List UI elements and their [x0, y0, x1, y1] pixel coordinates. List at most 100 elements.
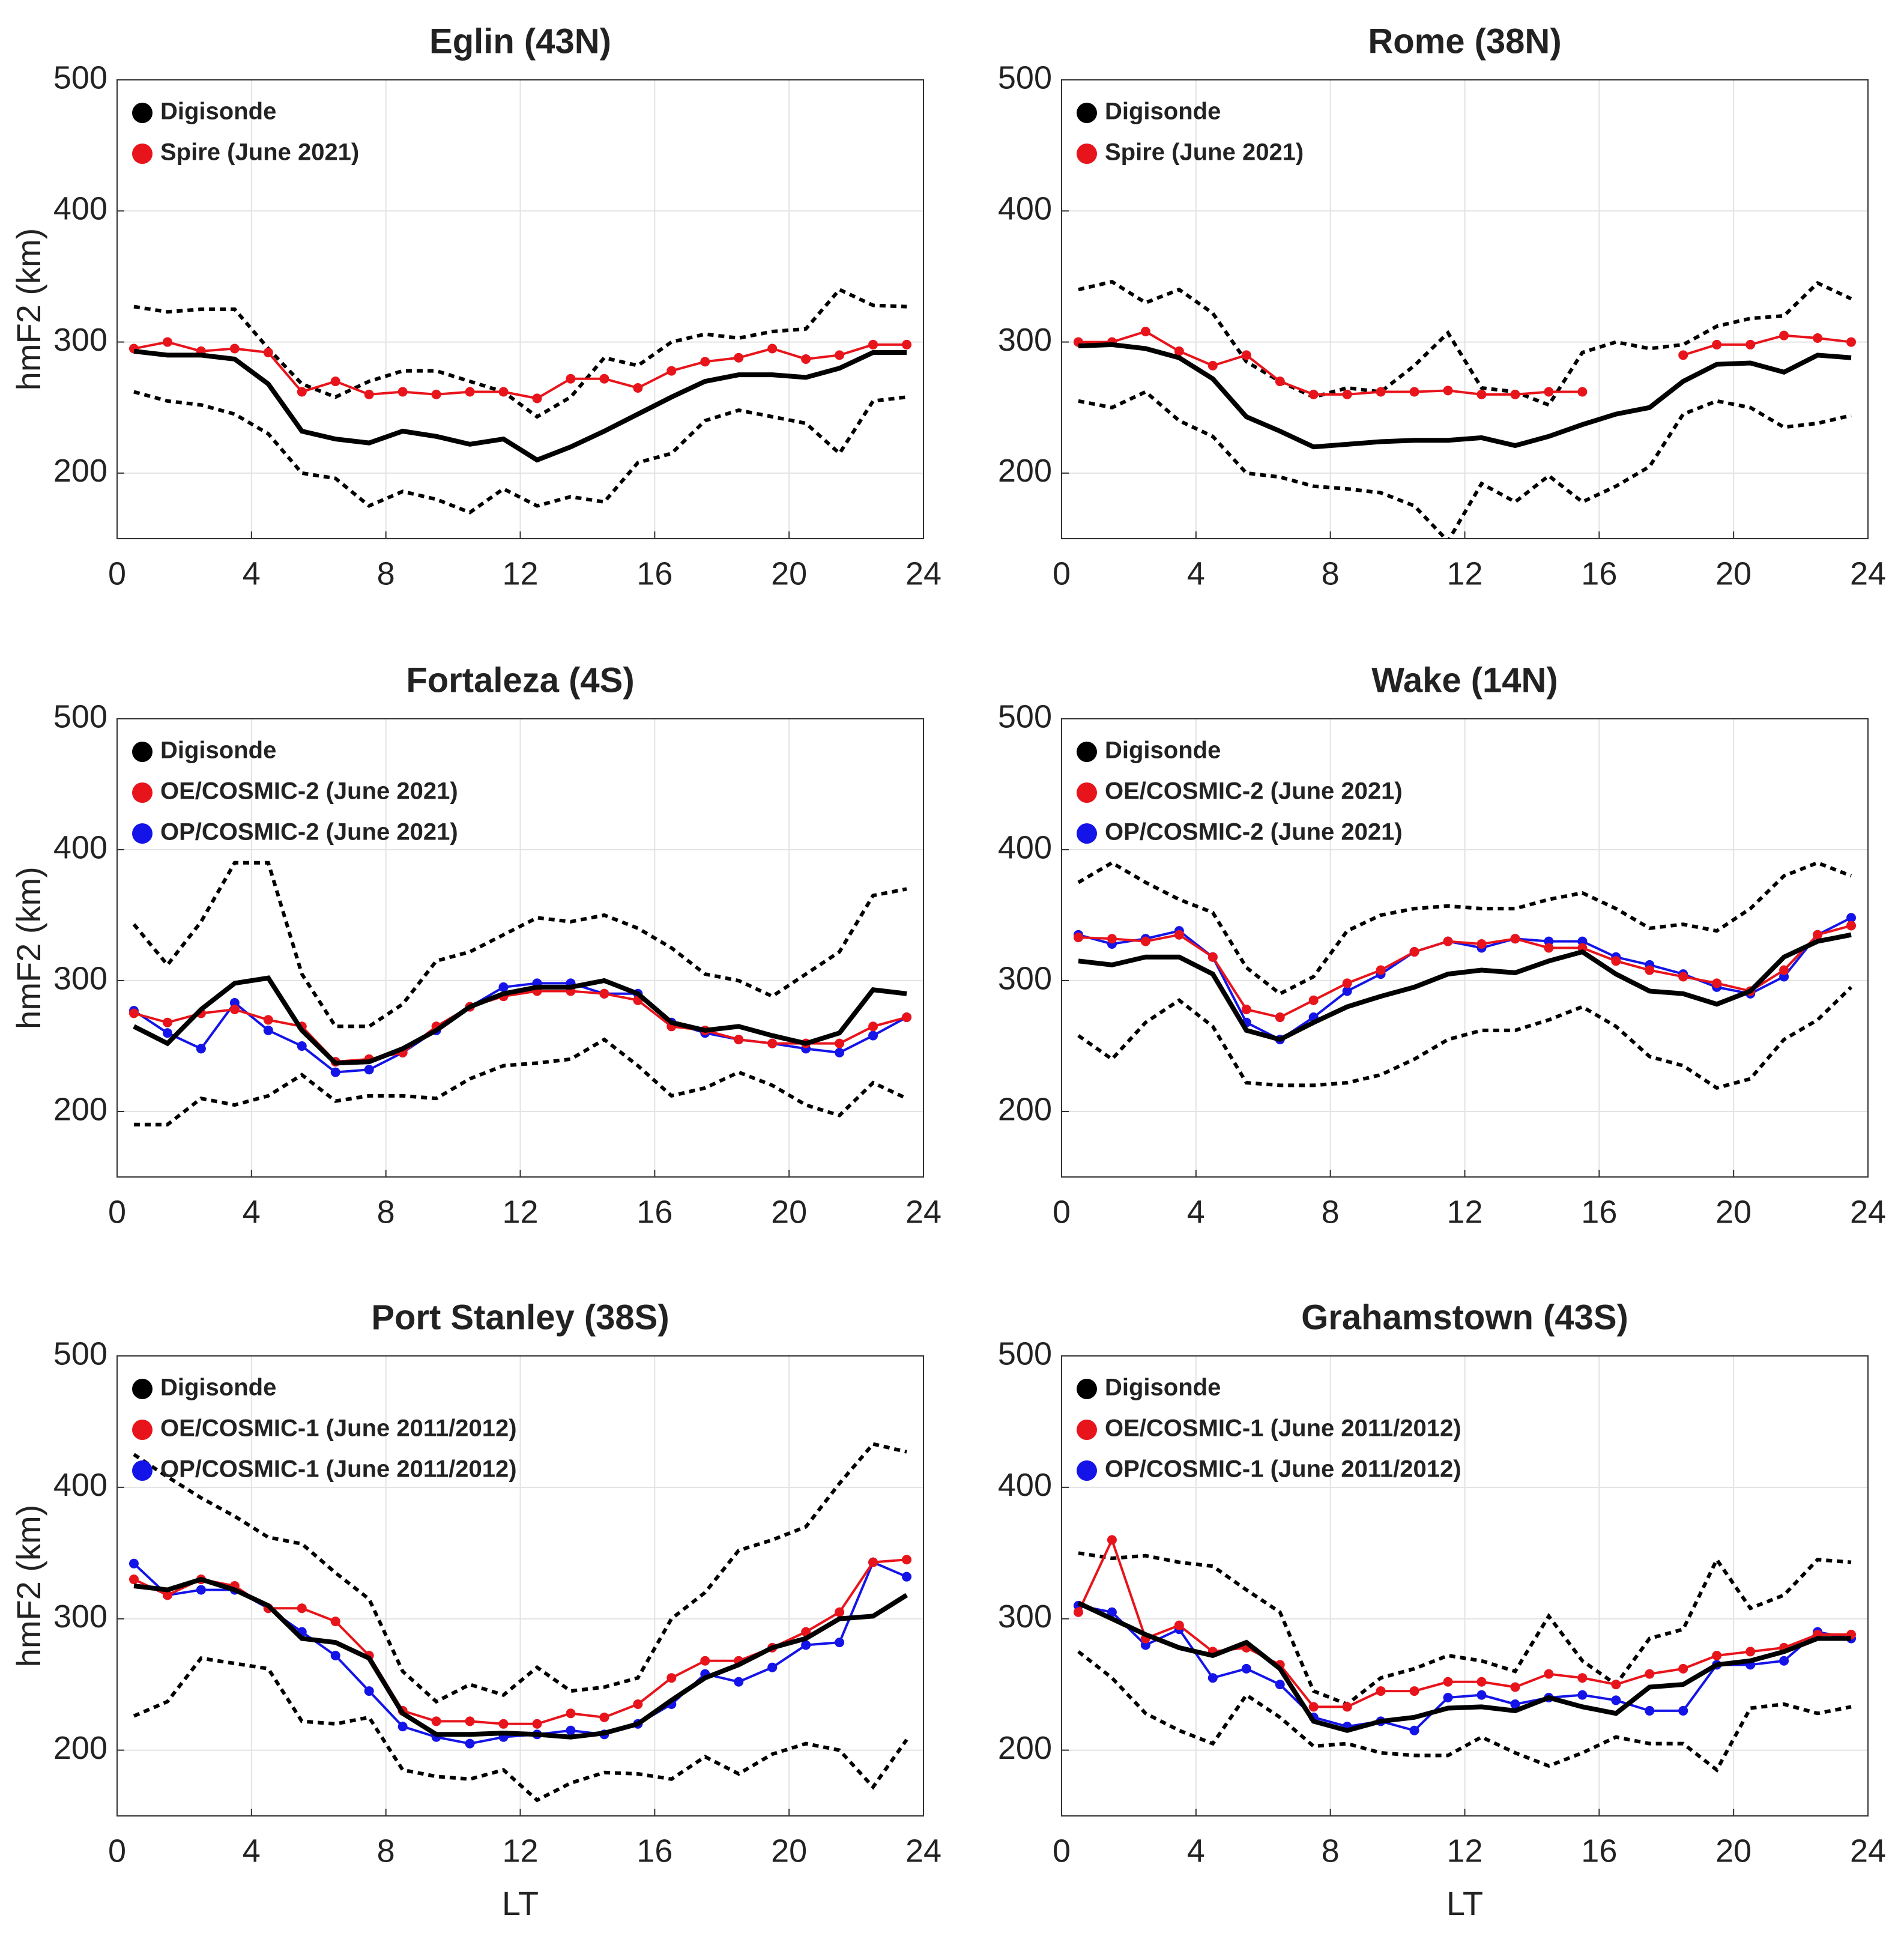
point — [1207, 360, 1218, 371]
y-tick-label: 300 — [998, 322, 1052, 358]
point — [1611, 1695, 1621, 1705]
point — [734, 1677, 744, 1687]
series-line — [133, 1576, 908, 1740]
x-tick-label: 4 — [243, 555, 261, 591]
x-tick-label: 24 — [1850, 1194, 1886, 1230]
point — [700, 357, 710, 367]
x-tick-label: 24 — [905, 1833, 941, 1869]
point — [297, 387, 307, 397]
point — [1174, 1620, 1184, 1630]
series-line — [1078, 342, 1852, 450]
y-tick-label: 300 — [53, 960, 107, 996]
point — [162, 1017, 172, 1027]
bound-line — [133, 1442, 907, 1704]
panel: 0 4 8 12 16 20 24 200 300 400 500 Fortaleza (4S) hmF… — [10, 661, 941, 1230]
point — [1611, 1680, 1621, 1690]
panel: 0 4 8 12 16 20 24 200 300 400 500 Rome (38N) Digison… — [998, 22, 1886, 591]
point — [1308, 995, 1319, 1005]
x-tick-label: 16 — [636, 555, 672, 591]
point — [1779, 1656, 1789, 1666]
point — [330, 1067, 340, 1077]
legend-marker — [1077, 144, 1097, 164]
legend-marker — [1077, 782, 1097, 803]
legend-marker — [1077, 1420, 1097, 1440]
point — [1073, 1607, 1083, 1617]
point — [1342, 978, 1352, 988]
point — [1140, 327, 1150, 337]
panel: 0 4 8 12 16 20 24 200 300 400 500 Port Stanley (38S… — [10, 1298, 941, 1922]
series-line — [133, 975, 907, 1066]
plot-frame — [116, 718, 924, 1178]
point — [566, 374, 576, 384]
legend-label: OE/COSMIC-2 (June 2021) — [160, 778, 458, 805]
point — [902, 1012, 912, 1023]
point — [1308, 389, 1319, 399]
x-tick-label: 16 — [1581, 1194, 1617, 1230]
x-tick-label: 4 — [243, 1833, 261, 1869]
point — [599, 374, 609, 384]
point — [431, 1716, 441, 1726]
x-axis-label: LT — [502, 1884, 539, 1922]
series-line — [133, 340, 907, 400]
point — [1745, 1647, 1756, 1657]
panel: 0 4 8 12 16 20 24 200 300 400 500 Grahamstown (43S)… — [998, 1298, 1886, 1922]
point — [1779, 965, 1789, 975]
plot-content — [1073, 279, 1857, 539]
x-tick-label: 24 — [1850, 555, 1886, 591]
point — [1813, 333, 1823, 343]
point — [1645, 965, 1655, 975]
bound-line — [1077, 985, 1853, 1091]
x-tick-label: 0 — [108, 1194, 126, 1230]
point — [868, 339, 878, 349]
x-tick-label: 4 — [1187, 1833, 1205, 1869]
point — [465, 387, 475, 397]
point — [128, 1575, 139, 1585]
point — [128, 1558, 139, 1568]
legend-marker — [1077, 823, 1097, 844]
bound-line — [1078, 389, 1852, 539]
y-tick-label: 500 — [53, 1336, 107, 1372]
point — [263, 1025, 273, 1035]
legend-label: OP/COSMIC-2 (June 2021) — [160, 819, 458, 845]
point — [1745, 339, 1756, 349]
legend-label: Digisonde — [160, 737, 276, 764]
point — [297, 1041, 307, 1051]
point — [1476, 1690, 1487, 1700]
point — [1174, 346, 1184, 356]
y-tick-label: 200 — [53, 1730, 107, 1766]
plot-content — [1073, 861, 1857, 1091]
legend-label: OP/COSMIC-1 (June 2011/2012) — [160, 1456, 517, 1483]
x-tick-label: 4 — [1187, 1194, 1205, 1230]
legend-marker — [132, 1420, 153, 1440]
point — [633, 1699, 643, 1709]
plot-content — [128, 287, 912, 515]
bound-line — [133, 287, 907, 419]
bound-line — [1077, 861, 1852, 996]
x-tick-label: 12 — [502, 1194, 538, 1230]
point — [1544, 943, 1554, 953]
series-line — [133, 990, 907, 1063]
point — [868, 1021, 878, 1032]
y-tick-label: 200 — [998, 453, 1052, 489]
x-tick-label: 8 — [377, 1833, 395, 1869]
point — [1409, 1725, 1419, 1735]
x-tick-label: 20 — [1715, 1194, 1751, 1230]
y-tick-label: 500 — [998, 59, 1052, 95]
point — [566, 1708, 576, 1719]
series-line — [1078, 932, 1852, 1042]
x-tick-label: 8 — [1322, 1194, 1340, 1230]
series-line — [1077, 1537, 1852, 1708]
point — [1342, 389, 1352, 399]
point — [902, 1555, 912, 1565]
point — [1376, 1686, 1386, 1696]
legend-label: Spire (June 2021) — [160, 139, 359, 166]
point — [902, 1572, 912, 1582]
x-tick-label: 12 — [1446, 1833, 1482, 1869]
point — [1409, 1686, 1419, 1696]
point — [498, 1719, 509, 1729]
point — [1241, 1004, 1251, 1014]
legend-label: OP/COSMIC-2 (June 2021) — [1105, 819, 1403, 845]
x-tick-label: 0 — [108, 555, 126, 591]
point — [1443, 386, 1453, 396]
